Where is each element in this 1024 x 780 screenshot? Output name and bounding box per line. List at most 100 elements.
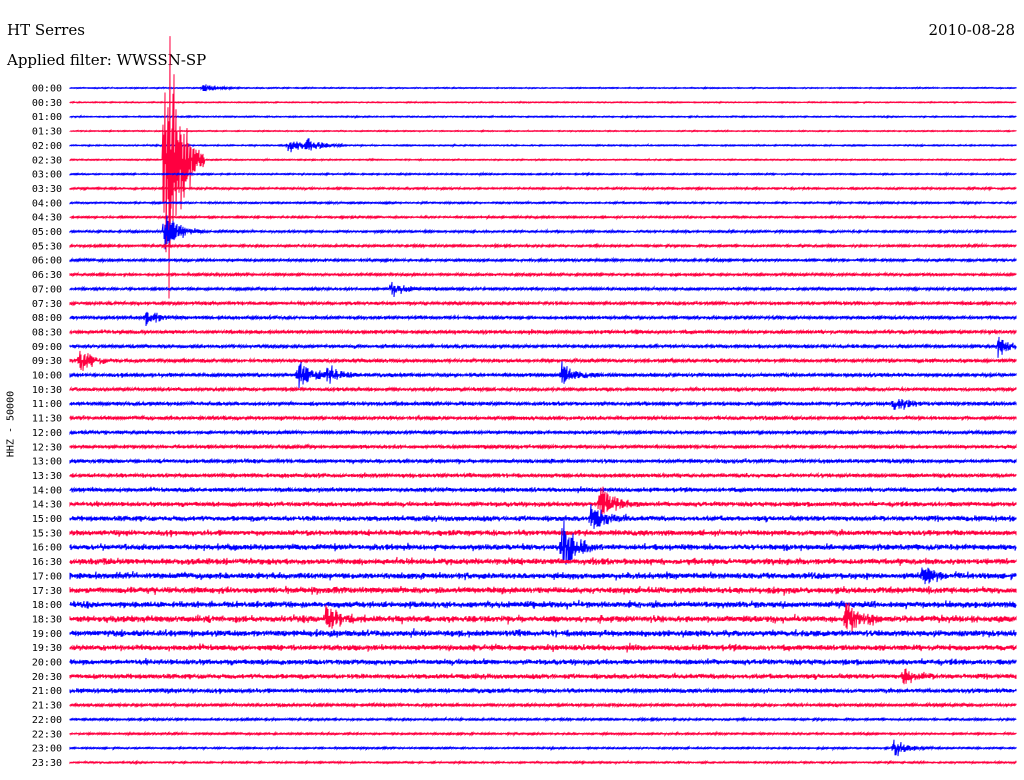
trace-1830: [69, 602, 1017, 632]
trace-1330: [69, 471, 1017, 480]
row-label-0500: 05:00: [32, 227, 62, 238]
row-label-0430: 04:30: [32, 213, 62, 224]
row-label-1700: 17:00: [32, 571, 62, 582]
trace-1530: [69, 528, 1017, 538]
row-label-2100: 21:00: [32, 686, 62, 697]
trace-0700: [69, 281, 1017, 298]
trace-2000: [69, 657, 1017, 666]
row-labels: 00:00 00:30 01:00 01:30 02:00 02:30 03:00 03:30…: [32, 84, 62, 769]
row-label-2200: 22:00: [32, 715, 62, 726]
trace-group: [69, 36, 1017, 766]
row-label-0000: 00:00: [32, 84, 62, 95]
row-label-0130: 01:30: [32, 127, 62, 138]
row-label-0030: 00:30: [32, 98, 62, 109]
row-label-0200: 02:00: [32, 141, 62, 152]
row-label-1430: 14:30: [32, 500, 62, 511]
row-label-1400: 14:00: [32, 485, 62, 496]
trace-1630: [69, 556, 1017, 566]
trace-0800: [69, 311, 1017, 327]
record-date: 2010-08-28: [928, 21, 1015, 39]
row-label-0700: 07:00: [32, 284, 62, 295]
row-label-0930: 09:30: [32, 356, 62, 367]
trace-1100: [69, 399, 1017, 410]
row-label-2330: 23:30: [32, 758, 62, 769]
trace-1400: [69, 486, 1017, 494]
trace-1000: [69, 361, 1017, 389]
trace-2300: [69, 739, 1017, 757]
trace-1600: [69, 519, 1017, 565]
row-label-0830: 08:30: [32, 327, 62, 338]
trace-0930: [69, 350, 1017, 371]
trace-0330: [69, 185, 1017, 192]
row-label-1800: 18:00: [32, 600, 62, 611]
row-label-1730: 17:30: [32, 586, 62, 597]
trace-1030: [69, 385, 1017, 393]
row-label-2230: 22:30: [32, 729, 62, 740]
station-title: HT Serres: [7, 21, 85, 39]
row-label-1900: 19:00: [32, 629, 62, 640]
row-label-1230: 12:30: [32, 442, 62, 453]
row-label-1600: 16:00: [32, 543, 62, 554]
row-label-0230: 02:30: [32, 155, 62, 166]
row-label-0900: 09:00: [32, 342, 62, 353]
row-label-1300: 13:00: [32, 457, 62, 468]
row-label-1130: 11:30: [32, 414, 62, 425]
trace-0630: [69, 271, 1017, 279]
trace-0830: [69, 328, 1017, 336]
row-label-1530: 15:30: [32, 528, 62, 539]
row-label-1330: 13:30: [32, 471, 62, 482]
trace-0230: [69, 36, 1017, 299]
row-label-0400: 04:00: [32, 198, 62, 209]
row-label-1000: 10:00: [32, 371, 62, 382]
trace-0430: [69, 214, 1017, 221]
row-label-1200: 12:00: [32, 428, 62, 439]
row-label-0100: 01:00: [32, 112, 62, 123]
trace-0000: [69, 84, 1017, 92]
row-label-2030: 20:30: [32, 672, 62, 683]
row-label-1030: 10:30: [32, 385, 62, 396]
trace-0030: [69, 100, 1017, 105]
trace-2100: [69, 687, 1017, 695]
row-label-0530: 05:30: [32, 241, 62, 252]
row-label-1630: 16:30: [32, 557, 62, 568]
row-label-0630: 06:30: [32, 270, 62, 281]
trace-1200: [69, 428, 1017, 436]
row-label-2000: 20:00: [32, 658, 62, 669]
trace-1730: [69, 585, 1017, 596]
trace-0730: [69, 299, 1017, 307]
trace-2030: [69, 668, 1017, 685]
trace-2230: [69, 730, 1017, 737]
row-label-0330: 03:30: [32, 184, 62, 195]
trace-1230: [69, 443, 1017, 451]
trace-1300: [69, 457, 1017, 465]
trace-0530: [69, 242, 1017, 250]
row-label-0300: 03:00: [32, 170, 62, 181]
trace-1900: [69, 628, 1017, 638]
row-label-0600: 06:00: [32, 256, 62, 267]
row-label-2130: 21:30: [32, 701, 62, 712]
trace-1700: [69, 567, 1017, 585]
trace-0300: [69, 171, 1017, 178]
trace-0500: [69, 215, 1017, 250]
row-label-1930: 19:30: [32, 643, 62, 654]
row-label-1830: 18:30: [32, 614, 62, 625]
row-label-0730: 07:30: [32, 299, 62, 310]
trace-0400: [69, 199, 1017, 206]
trace-0900: [69, 336, 1017, 358]
row-label-1500: 15:00: [32, 514, 62, 525]
trace-2330: [69, 759, 1017, 766]
trace-1430: [69, 486, 1017, 518]
trace-0600: [69, 256, 1017, 264]
row-label-0800: 08:00: [32, 313, 62, 324]
trace-2130: [69, 701, 1017, 709]
filter-label: Applied filter: WWSSN-SP: [7, 51, 207, 69]
trace-1800: [69, 599, 1017, 610]
trace-0130: [69, 128, 1017, 134]
trace-2200: [69, 716, 1017, 723]
trace-1130: [69, 414, 1017, 422]
trace-1930: [69, 642, 1017, 653]
row-label-2300: 23:00: [32, 744, 62, 755]
trace-1500: [69, 504, 1017, 529]
trace-0100: [69, 114, 1017, 120]
